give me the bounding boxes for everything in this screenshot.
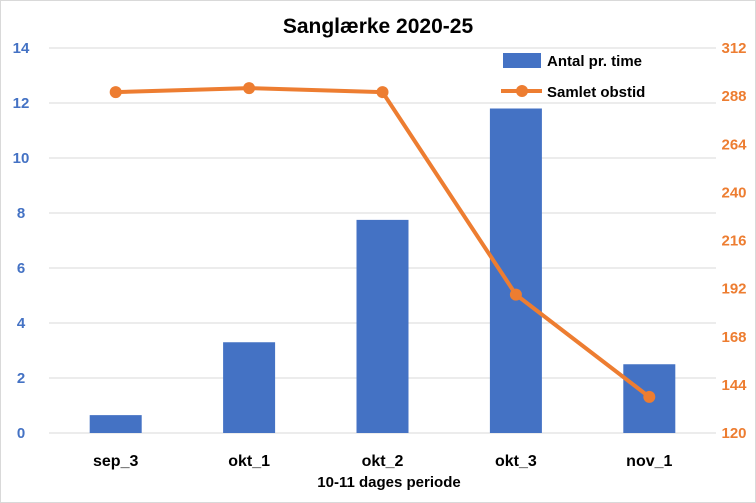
left-tick-label: 0 [17,425,25,442]
line-point-nov_1 [643,390,656,403]
line-series [109,82,656,403]
category-label-sep_3: sep_3 [93,453,138,470]
legend-line-marker [516,85,528,97]
left-tick-label: 14 [13,40,30,57]
chart-title: Sanglærke 2020-25 [283,15,474,38]
category-label-okt_3: okt_3 [495,453,537,470]
bar-sep_3 [89,415,142,433]
category-label-nov_1: nov_1 [626,453,672,470]
line-point-okt_3 [509,288,522,301]
legend: Antal pr. time Samlet obstid [501,53,645,101]
right-tick-label: 120 [721,425,746,442]
bar-okt_1 [223,342,276,433]
left-tick-label: 10 [13,150,30,167]
category-label-okt_1: okt_1 [228,453,270,470]
x-axis-title: 10-11 dages periode [317,474,460,491]
legend-bar-swatch [503,53,541,68]
right-axis-ticks: 120 144 168 192 216 240 264 288 312 [721,40,747,442]
legend-label-bars: Antal pr. time [547,53,642,70]
left-tick-label: 4 [17,315,26,332]
right-tick-label: 216 [721,233,746,250]
left-tick-label: 6 [17,260,25,277]
right-tick-label: 288 [721,88,746,105]
bar-okt_2 [356,219,409,433]
right-tick-label: 312 [721,40,746,57]
right-tick-label: 168 [721,329,746,346]
right-tick-label: 240 [721,184,746,201]
bar-okt_3 [489,108,542,433]
left-tick-label: 8 [17,205,25,222]
right-tick-label: 264 [721,136,747,153]
line-point-okt_2 [376,86,389,99]
left-tick-label: 12 [13,95,30,112]
bar-series [89,108,676,433]
category-label-okt_2: okt_2 [362,453,404,470]
left-tick-label: 2 [17,370,25,387]
legend-label-line: Samlet obstid [547,84,645,101]
right-tick-label: 192 [721,281,746,298]
line-point-okt_1 [243,82,256,95]
line-point-sep_3 [109,86,122,99]
left-axis-ticks: 0 2 4 6 8 10 12 14 [13,40,30,442]
right-tick-label: 144 [721,377,747,394]
category-labels: sep_3 okt_1 okt_2 okt_3 nov_1 [93,453,673,470]
